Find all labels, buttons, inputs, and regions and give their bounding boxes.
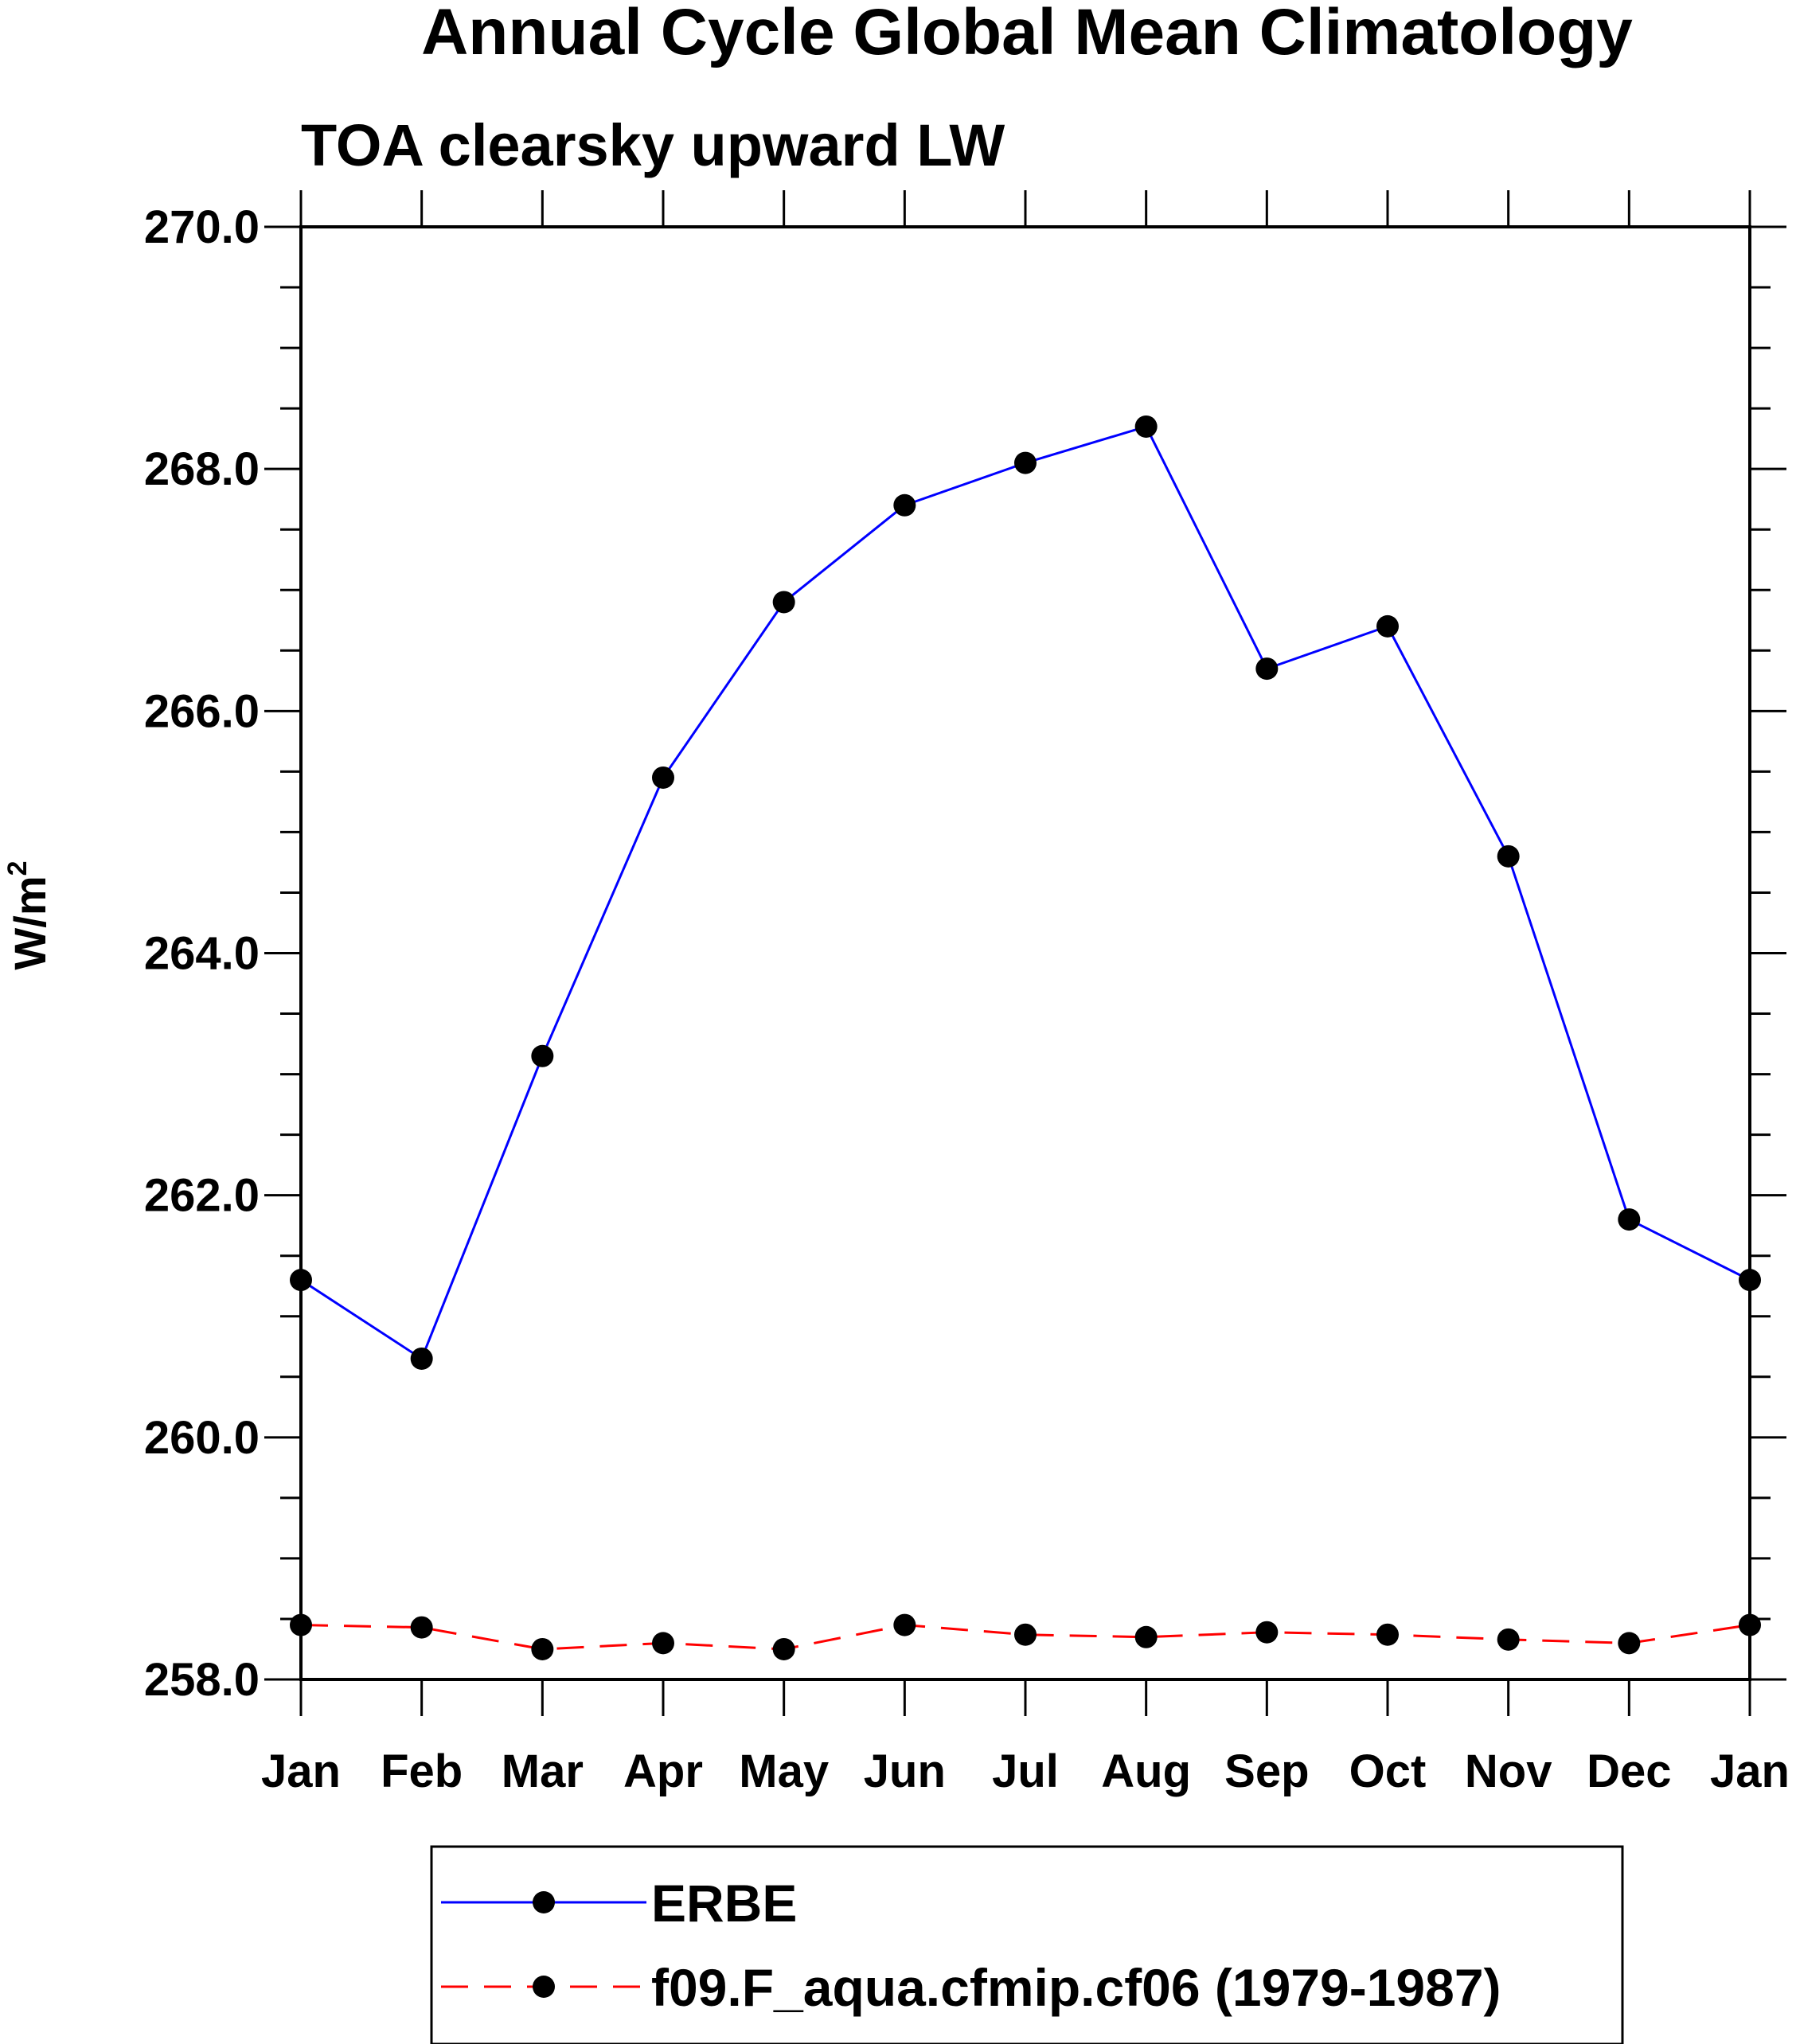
y-tick-label: 268.0 xyxy=(144,443,260,495)
data-point xyxy=(772,1637,795,1660)
data-point xyxy=(1376,1623,1399,1646)
axis-ticks xyxy=(264,190,1786,1716)
x-tick-label: Nov xyxy=(1465,1746,1552,1797)
data-point xyxy=(893,493,916,517)
data-series xyxy=(290,415,1761,1660)
legend-label-model: f09.F_aqua.cfmip.cf06 (1979-1987) xyxy=(651,1958,1501,2017)
x-tick-label: May xyxy=(739,1746,829,1797)
y-tick-label: 262.0 xyxy=(144,1170,260,1222)
y-tick-label: 258.0 xyxy=(144,1654,260,1706)
x-tick-label: Jun xyxy=(864,1746,946,1797)
data-point xyxy=(1497,845,1520,868)
chart-subtitle: TOA clearsky upward LW xyxy=(301,112,1005,178)
data-point xyxy=(772,591,795,614)
data-point xyxy=(652,766,674,789)
x-tick-label: Jan xyxy=(1710,1746,1790,1797)
y-tick-label: 260.0 xyxy=(144,1412,260,1464)
x-tick-label: Dec xyxy=(1587,1746,1671,1797)
x-tick-label: Jul xyxy=(992,1746,1059,1797)
y-axis-label: W/m2 xyxy=(2,860,55,969)
data-point xyxy=(1014,1623,1037,1646)
data-point xyxy=(1376,614,1399,638)
data-point xyxy=(1618,1632,1641,1655)
data-point xyxy=(1014,451,1037,474)
data-point xyxy=(410,1347,433,1370)
data-point xyxy=(1255,657,1279,681)
data-point xyxy=(1497,1628,1520,1651)
data-point xyxy=(531,1637,554,1660)
y-tick-label: 264.0 xyxy=(144,928,260,980)
legend-marker-erbe xyxy=(533,1891,555,1913)
chart-title: Annual Cycle Global Mean Climatology xyxy=(421,0,1633,68)
x-tick-label: Oct xyxy=(1349,1746,1427,1797)
data-point xyxy=(652,1632,674,1655)
y-tick-label: 266.0 xyxy=(144,685,260,737)
legend-marker-model xyxy=(533,1976,555,1998)
x-tick-label: Mar xyxy=(502,1746,584,1797)
data-point xyxy=(893,1613,916,1636)
x-tick-label: Feb xyxy=(381,1746,463,1797)
data-point xyxy=(531,1044,554,1067)
legend-box xyxy=(430,1845,1624,2044)
y-tick-label: 270.0 xyxy=(144,201,260,253)
y-axis-label-superscript: 2 xyxy=(2,860,33,876)
data-point xyxy=(410,1616,433,1639)
x-tick-label: Aug xyxy=(1101,1746,1191,1797)
series-line-0 xyxy=(300,425,1751,1360)
plot-frame xyxy=(299,225,1751,1681)
data-point xyxy=(1134,415,1158,438)
legend: ERBE f09.F_aqua.cfmip.cf06 (1979-1987) xyxy=(430,1845,1624,2044)
data-point xyxy=(1255,1621,1279,1644)
x-tick-label: Jan xyxy=(261,1746,341,1797)
y-axis-label-text: W/m xyxy=(5,876,55,969)
tick-labels: 258.0 260.0 262.0 264.0 266.0 268.0 270.0 Jan Fe… xyxy=(144,201,1790,1797)
data-point xyxy=(1134,1625,1158,1648)
data-point xyxy=(1618,1208,1641,1231)
x-tick-label: Apr xyxy=(623,1746,703,1797)
x-tick-label: Sep xyxy=(1224,1746,1309,1797)
legend-label-erbe: ERBE xyxy=(651,1874,797,1933)
